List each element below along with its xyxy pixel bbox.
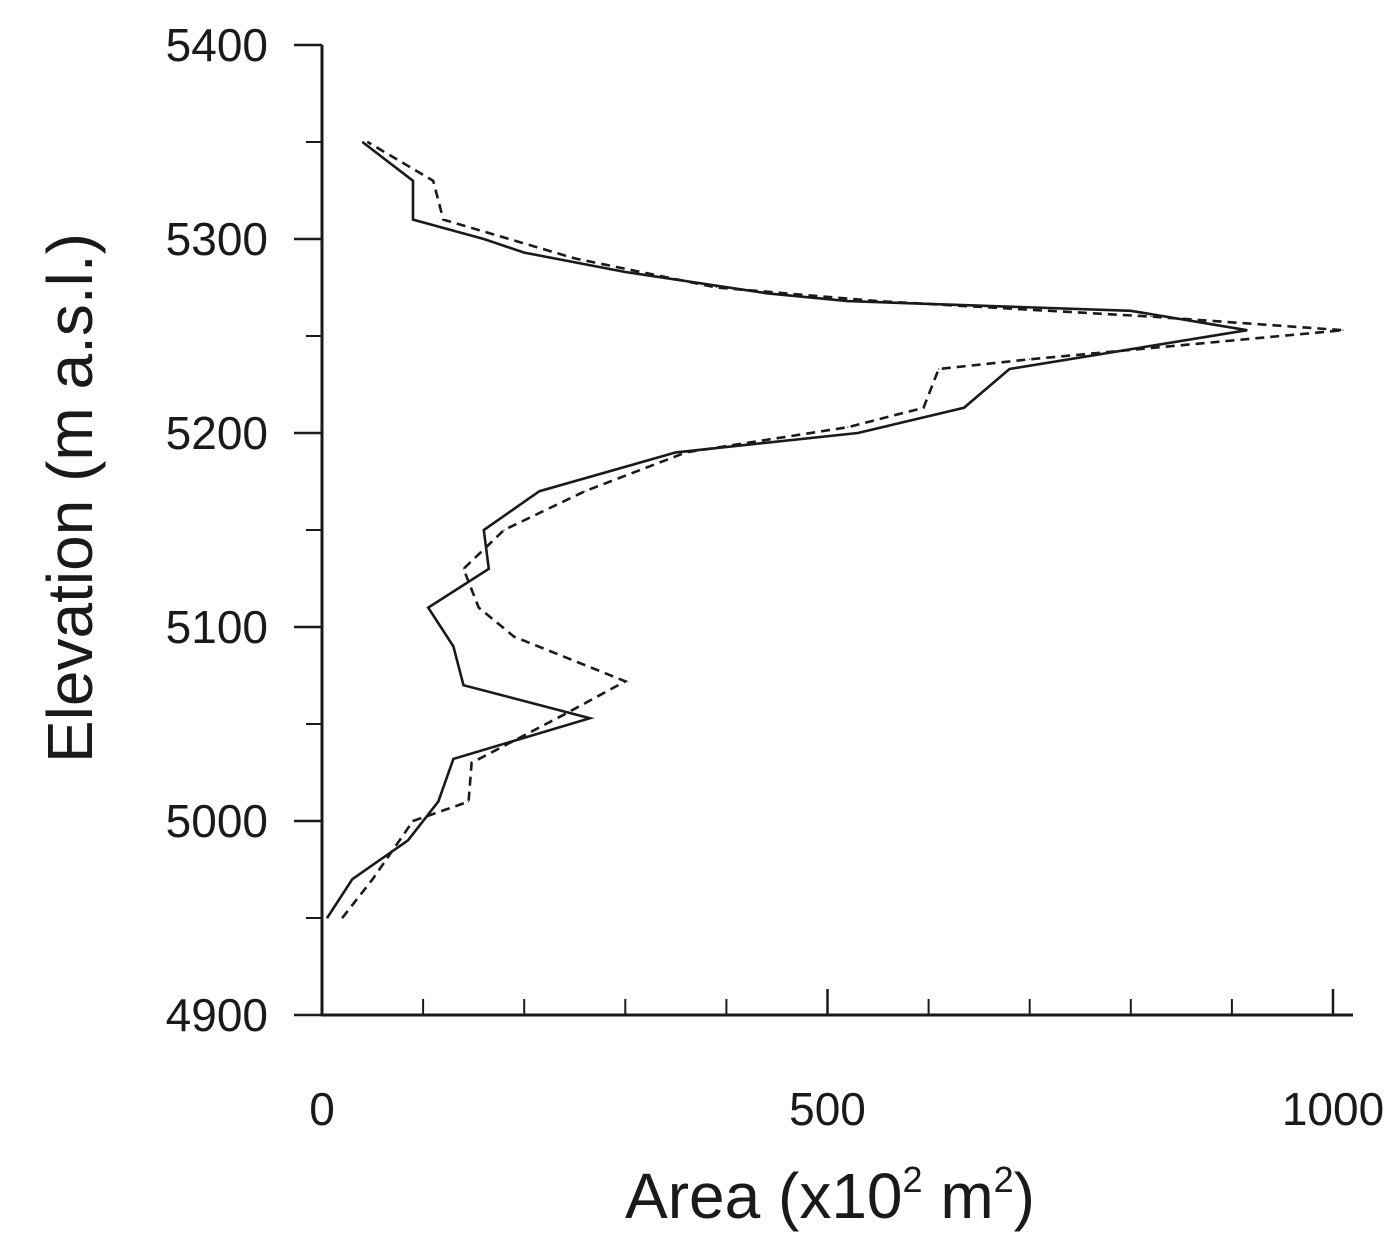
solid-series-point bbox=[1008, 368, 1011, 370]
solid-series-point bbox=[847, 300, 849, 302]
dashed-series-line bbox=[341, 140, 1344, 919]
solid-series-point bbox=[963, 407, 965, 409]
dashed-series-point bbox=[584, 490, 586, 492]
dashed-series-point bbox=[685, 451, 687, 453]
solid-series-point bbox=[857, 432, 859, 434]
tick-labels: 4900 5000 5100 5200 5300 5400 0 500 1000 bbox=[166, 19, 1385, 1135]
solid-series-point bbox=[351, 878, 353, 880]
dashed-series-point bbox=[1029, 358, 1031, 360]
solid-series-point bbox=[452, 758, 455, 760]
x-axis-title: Area (x102 m2) bbox=[625, 1159, 1035, 1232]
solid-series-point bbox=[427, 607, 429, 609]
dashed-series-point bbox=[564, 713, 566, 715]
solid-series-point bbox=[589, 717, 591, 719]
dashed-series-point bbox=[471, 762, 473, 764]
dashed-series-point bbox=[715, 286, 717, 289]
solid-series-point bbox=[361, 141, 364, 143]
dashed-series-point bbox=[503, 529, 505, 531]
dashed-series-point bbox=[412, 820, 414, 822]
y-tick-label: 5400 bbox=[166, 19, 268, 71]
dashed-series-point bbox=[513, 636, 515, 638]
series-layer bbox=[326, 140, 1344, 919]
axes bbox=[320, 45, 1353, 1017]
dashed-series-point bbox=[847, 426, 849, 428]
solid-series-point bbox=[483, 238, 485, 240]
solid-series-point bbox=[412, 219, 414, 221]
dashed-series-point bbox=[922, 407, 925, 409]
solid-series-point bbox=[675, 451, 677, 453]
dashed-series-point bbox=[478, 607, 480, 609]
solid-series-point bbox=[624, 271, 626, 273]
solid-series-point bbox=[462, 684, 465, 686]
y-tick-label: 5300 bbox=[166, 213, 268, 265]
dashed-series-point bbox=[467, 801, 470, 803]
dashed-series-point bbox=[624, 680, 626, 682]
ticks bbox=[294, 43, 1335, 1017]
solid-series-point bbox=[452, 645, 455, 648]
solid-series-line bbox=[326, 140, 1248, 919]
solid-series-point bbox=[407, 839, 409, 842]
dashed-series-point bbox=[877, 300, 879, 302]
x-tick-label: 500 bbox=[789, 1083, 866, 1135]
dashed-series-point bbox=[462, 568, 465, 570]
x-tick-label: 1000 bbox=[1282, 1083, 1384, 1135]
dashed-series-point bbox=[371, 878, 374, 880]
y-tick-label: 5100 bbox=[166, 601, 268, 653]
dashed-series-point bbox=[938, 368, 940, 370]
y-tick-label: 4900 bbox=[166, 989, 268, 1041]
dashed-series-point bbox=[1150, 316, 1152, 318]
solid-series-point bbox=[488, 568, 490, 570]
y-axis-title: Elevation (m a.s.l.) bbox=[34, 233, 106, 763]
solid-series-point bbox=[1130, 310, 1132, 312]
solid-series-point bbox=[483, 529, 485, 531]
dashed-series-point bbox=[366, 141, 369, 143]
solid-series-point bbox=[412, 180, 414, 182]
solid-series-point bbox=[538, 490, 540, 492]
solid-series-point bbox=[437, 801, 439, 803]
y-tick-label: 5000 bbox=[166, 795, 268, 847]
solid-series-point bbox=[523, 251, 525, 254]
dashed-series-point bbox=[574, 257, 576, 259]
solid-series-point bbox=[1246, 329, 1248, 331]
y-tick-label: 5200 bbox=[166, 407, 268, 459]
dashed-series-point bbox=[1342, 329, 1344, 331]
x-tick-label: 0 bbox=[309, 1083, 335, 1135]
dashed-series-point bbox=[442, 219, 444, 221]
dashed-series-point bbox=[432, 180, 434, 182]
solid-series-point bbox=[326, 917, 328, 919]
dashed-series-point bbox=[341, 917, 343, 919]
